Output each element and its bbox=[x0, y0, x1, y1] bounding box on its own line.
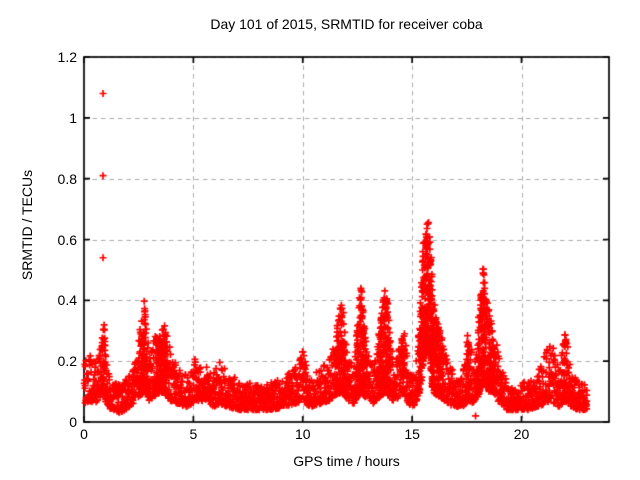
y-tick-label: 0.6 bbox=[57, 231, 77, 248]
x-tick-label: 10 bbox=[294, 426, 311, 442]
y-tick-label: 0.4 bbox=[57, 292, 77, 309]
y-tick-label: 0.8 bbox=[57, 170, 77, 187]
y-axis-label: SRMTID / TECUs bbox=[19, 169, 35, 281]
x-tick-label: 15 bbox=[404, 426, 420, 442]
chart-title: Day 101 of 2015, SRMTID for receiver cob… bbox=[210, 16, 483, 32]
y-tick-label: 0 bbox=[69, 414, 77, 430]
x-axis-label: GPS time / hours bbox=[293, 453, 400, 469]
x-tick-label: 20 bbox=[513, 426, 530, 442]
y-tick-label: 1.2 bbox=[57, 49, 77, 65]
y-tick-label: 1 bbox=[69, 109, 77, 126]
x-tick-label: 0 bbox=[80, 426, 88, 442]
y-tick-label: 0.2 bbox=[57, 353, 77, 370]
x-tick-label: 5 bbox=[189, 426, 198, 442]
